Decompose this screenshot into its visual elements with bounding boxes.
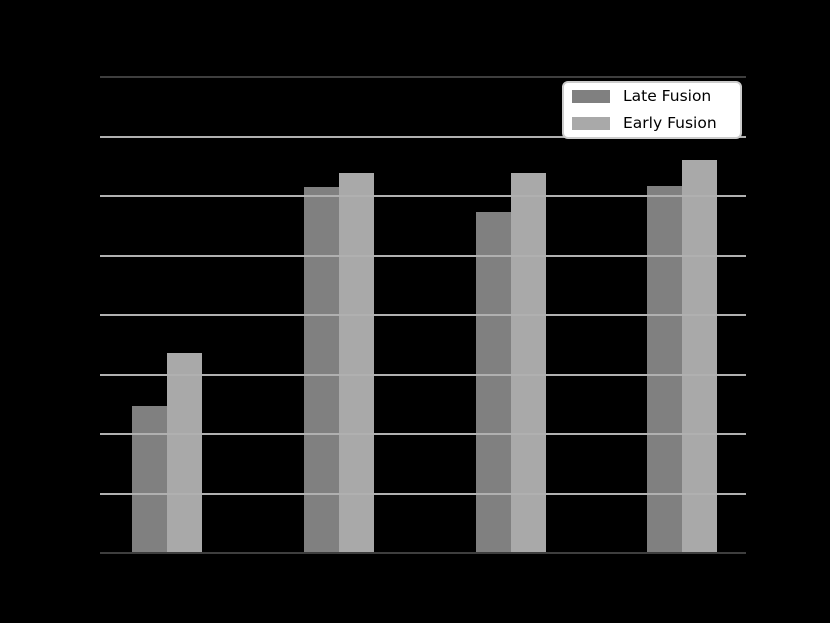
gridline — [105, 433, 746, 435]
plot-area — [100, 76, 746, 554]
y-tick-mark — [100, 76, 105, 78]
y-tick-mark — [100, 314, 105, 316]
bar-early-fusion-group1 — [167, 353, 202, 553]
bar-early-fusion-group4 — [682, 160, 718, 553]
bar-late-fusion-group3 — [475, 212, 511, 553]
bar-early-fusion-group2 — [338, 172, 374, 553]
gridline — [105, 493, 746, 495]
legend-item-early-fusion: Early Fusion — [572, 112, 732, 136]
late-fusion-swatch — [572, 90, 610, 104]
bar-late-fusion-group4 — [647, 185, 683, 553]
bar-late-fusion-group1 — [132, 406, 167, 553]
top-spine — [105, 76, 746, 78]
early-fusion-swatch — [572, 116, 610, 130]
y-tick-mark — [100, 493, 105, 495]
gridline — [105, 195, 746, 197]
gridline — [105, 374, 746, 376]
gridline — [105, 136, 746, 138]
y-tick-mark — [100, 433, 105, 435]
gridline — [105, 255, 746, 257]
y-tick-mark — [100, 136, 105, 138]
bar-late-fusion-group2 — [303, 186, 339, 553]
legend-item-late-fusion: Late Fusion — [572, 85, 732, 109]
legend-label-early-fusion: Early Fusion — [623, 113, 717, 132]
y-tick-mark — [100, 552, 105, 554]
x-axis-line — [105, 552, 746, 554]
legend: Late Fusion Early Fusion — [562, 81, 742, 139]
gridline — [105, 314, 746, 316]
y-tick-mark — [100, 195, 105, 197]
y-tick-mark — [100, 374, 105, 376]
bar-early-fusion-group3 — [510, 173, 546, 553]
legend-label-late-fusion: Late Fusion — [623, 87, 712, 105]
y-tick-mark — [100, 255, 105, 257]
